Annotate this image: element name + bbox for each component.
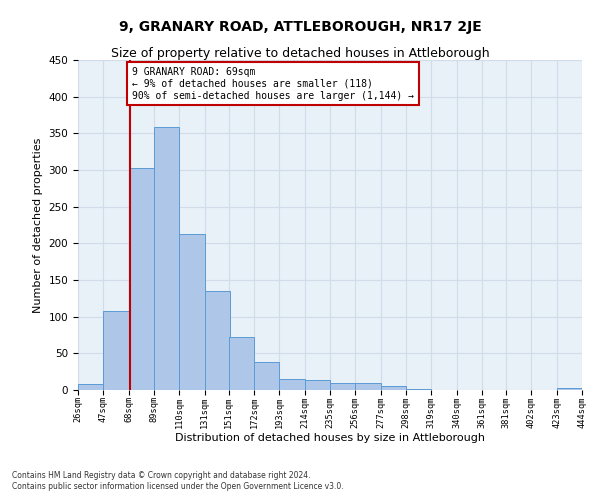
Bar bbox=[280, 379, 305, 390]
Text: 9, GRANARY ROAD, ATTLEBOROUGH, NR17 2JE: 9, GRANARY ROAD, ATTLEBOROUGH, NR17 2JE bbox=[119, 20, 481, 34]
Text: Contains public sector information licensed under the Open Government Licence v3: Contains public sector information licen… bbox=[12, 482, 344, 491]
Text: Contains HM Land Registry data © Crown copyright and database right 2024.: Contains HM Land Registry data © Crown c… bbox=[12, 470, 311, 480]
Bar bbox=[154, 128, 179, 390]
Bar bbox=[103, 311, 128, 390]
Bar bbox=[557, 388, 582, 390]
Bar bbox=[330, 382, 355, 390]
Bar bbox=[128, 168, 154, 390]
Text: 9 GRANARY ROAD: 69sqm
← 9% of detached houses are smaller (118)
90% of semi-deta: 9 GRANARY ROAD: 69sqm ← 9% of detached h… bbox=[132, 68, 414, 100]
Bar bbox=[229, 337, 254, 390]
X-axis label: Distribution of detached houses by size in Attleborough: Distribution of detached houses by size … bbox=[175, 434, 485, 444]
Bar bbox=[205, 291, 230, 390]
Bar bbox=[254, 362, 280, 390]
Bar bbox=[355, 382, 380, 390]
Bar bbox=[179, 234, 205, 390]
Bar bbox=[305, 380, 330, 390]
Text: Size of property relative to detached houses in Attleborough: Size of property relative to detached ho… bbox=[110, 48, 490, 60]
Y-axis label: Number of detached properties: Number of detached properties bbox=[33, 138, 43, 312]
Bar bbox=[380, 386, 406, 390]
Bar bbox=[78, 384, 103, 390]
